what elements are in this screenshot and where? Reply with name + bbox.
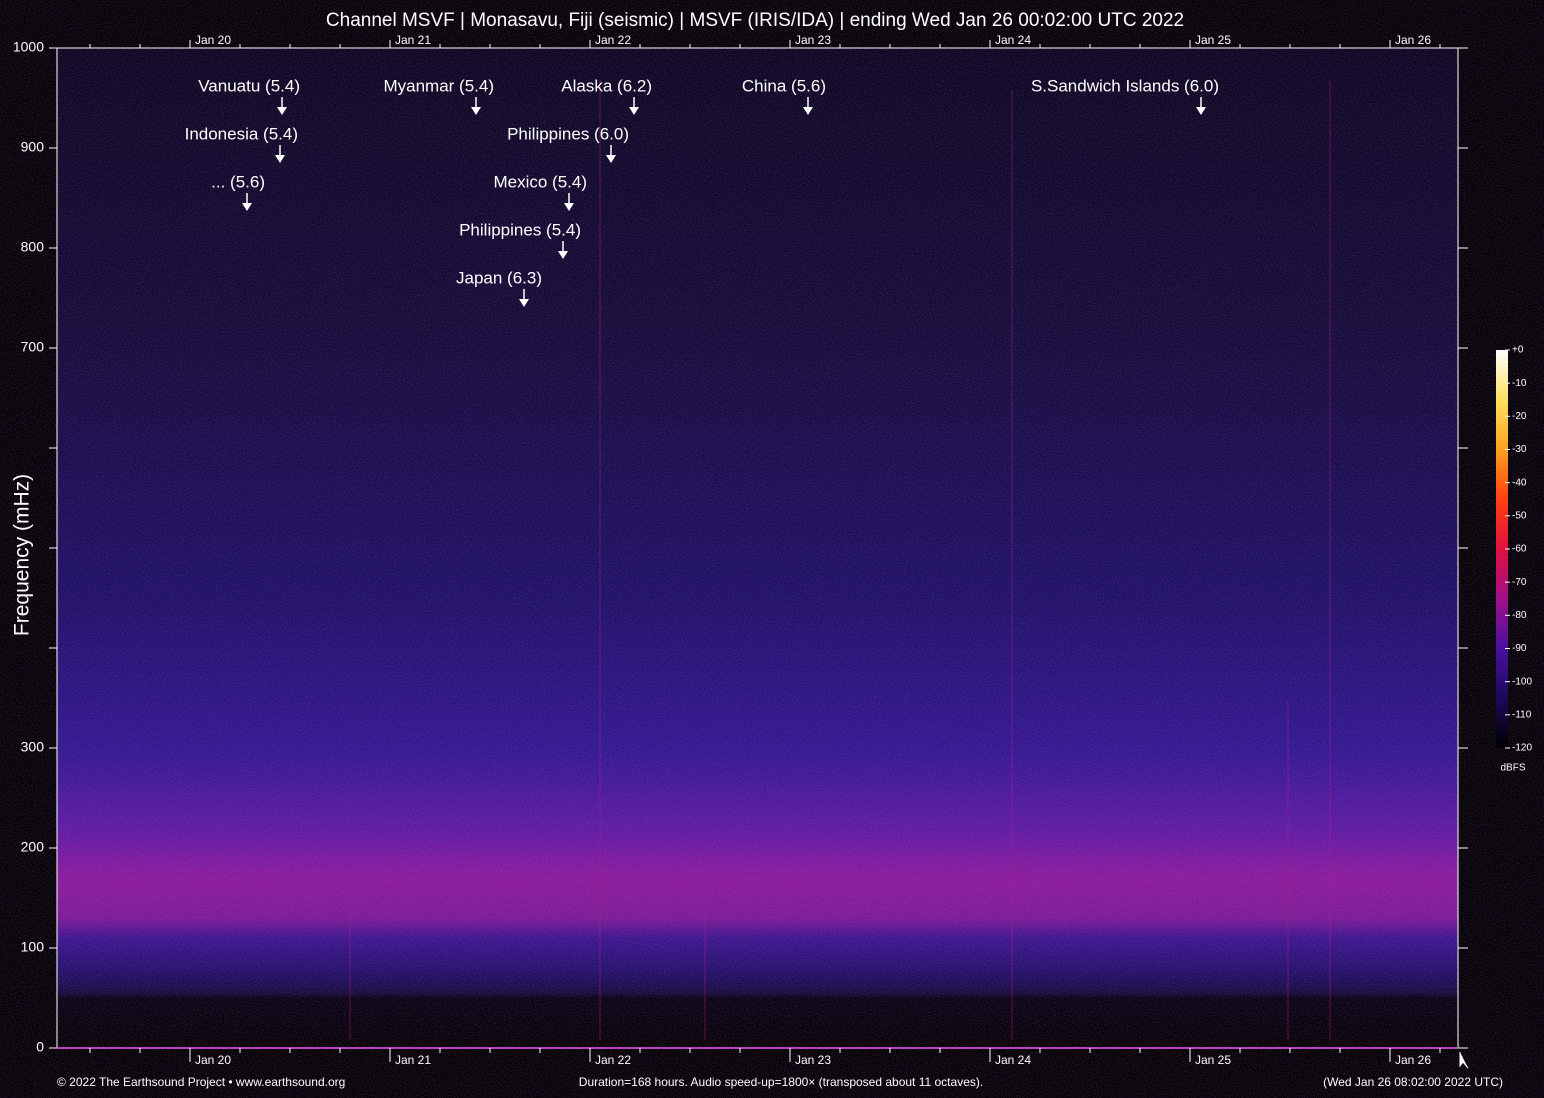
x-tick-label-top: Jan 25 [1195,33,1231,47]
event-label: Indonesia (5.4) [185,124,298,143]
x-tick-label-top: Jan 20 [195,33,231,47]
cursor [1459,1052,1469,1069]
y-axis-label: Frequency (mHz) [11,474,34,636]
event-label: Japan (6.3) [456,268,542,287]
event-arrow [471,97,481,115]
colorbar-tick-label: -50 [1512,510,1527,521]
x-tick-label: Jan 22 [595,1053,631,1067]
x-tick-label: Jan 21 [395,1053,431,1067]
event-arrow-head [471,107,481,115]
x-tick-label-top: Jan 22 [595,33,631,47]
y-tick-label: 300 [21,739,45,755]
event-label: S.Sandwich Islands (6.0) [1031,76,1219,95]
event-arrow-head [275,155,285,163]
event-arrow [275,145,285,163]
colorbar-tick-label: -110 [1512,709,1532,720]
colorbar-tick-label: -70 [1512,577,1527,588]
footer-center: Duration=168 hours. Audio speed-up=1800×… [579,1075,983,1089]
colorbar-tick-label: -100 [1512,676,1532,687]
spectrogram-noise [57,48,1458,1048]
colorbar-tick-label: +0 [1512,345,1524,356]
event-arrow [519,289,529,307]
event-arrow [803,97,813,115]
colorbar-tick-label: -60 [1512,544,1527,555]
event-arrow-head [629,107,639,115]
x-tick-label: Jan 20 [195,1053,231,1067]
x-tick-label: Jan 26 [1395,1053,1431,1067]
event-arrow-head [558,251,568,259]
x-tick-label-top: Jan 24 [995,33,1031,47]
colorbar-tick-label: -20 [1512,411,1527,422]
event-arrow [1196,97,1206,115]
footer-left: © 2022 The Earthsound Project • www.eart… [57,1075,345,1089]
colorbar-tick-label: -90 [1512,643,1527,654]
y-tick-label: 1000 [13,39,44,55]
y-tick-label: 700 [21,339,45,355]
event-arrow [564,193,574,211]
y-tick-label: 200 [21,839,45,855]
event-arrow [606,145,616,163]
event-label: Alaska (6.2) [561,76,652,95]
x-tick-label-top: Jan 23 [795,33,831,47]
event-arrow-head [606,155,616,163]
colorbar-label: dBFS [1500,763,1525,774]
event-label: Philippines (6.0) [507,124,629,143]
event-label: ... (5.6) [211,172,265,191]
event-arrow-head [564,203,574,211]
colorbar-tick-label: -120 [1512,743,1532,754]
y-tick-label: 100 [21,939,45,955]
event-arrow [629,97,639,115]
chart-title: Channel MSVF | Monasavu, Fiji (seismic) … [326,10,1184,31]
event-arrow [558,241,568,259]
event-arrow-head [242,203,252,211]
y-tick-label: 0 [36,1039,44,1055]
x-tick-label: Jan 24 [995,1053,1031,1067]
event-label: Mexico (5.4) [493,172,587,191]
x-tick-label: Jan 25 [1195,1053,1231,1067]
event-streaks [349,80,1331,1040]
event-arrow-head [1196,107,1206,115]
event-label: Myanmar (5.4) [383,76,494,95]
event-label: Vanuatu (5.4) [198,76,300,95]
x-tick-label-top: Jan 21 [395,33,431,47]
event-arrow-head [519,299,529,307]
footer-right: (Wed Jan 26 08:02:00 2022 UTC) [1323,1075,1503,1089]
event-arrow [242,193,252,211]
y-tick-label: 800 [21,239,45,255]
event-arrow [277,97,287,115]
event-label: Philippines (5.4) [459,220,581,239]
colorbar-tick-label: -40 [1512,477,1527,488]
x-tick-label-top: Jan 26 [1395,33,1431,47]
y-tick-label: 900 [21,139,45,155]
event-arrow-head [803,107,813,115]
x-tick-label: Jan 23 [795,1053,831,1067]
colorbar-tick-label: -30 [1512,444,1527,455]
event-label: China (5.6) [742,76,826,95]
colorbar-tick-label: -80 [1512,610,1527,621]
colorbar-tick-label: -10 [1512,378,1527,389]
event-arrow-head [277,107,287,115]
